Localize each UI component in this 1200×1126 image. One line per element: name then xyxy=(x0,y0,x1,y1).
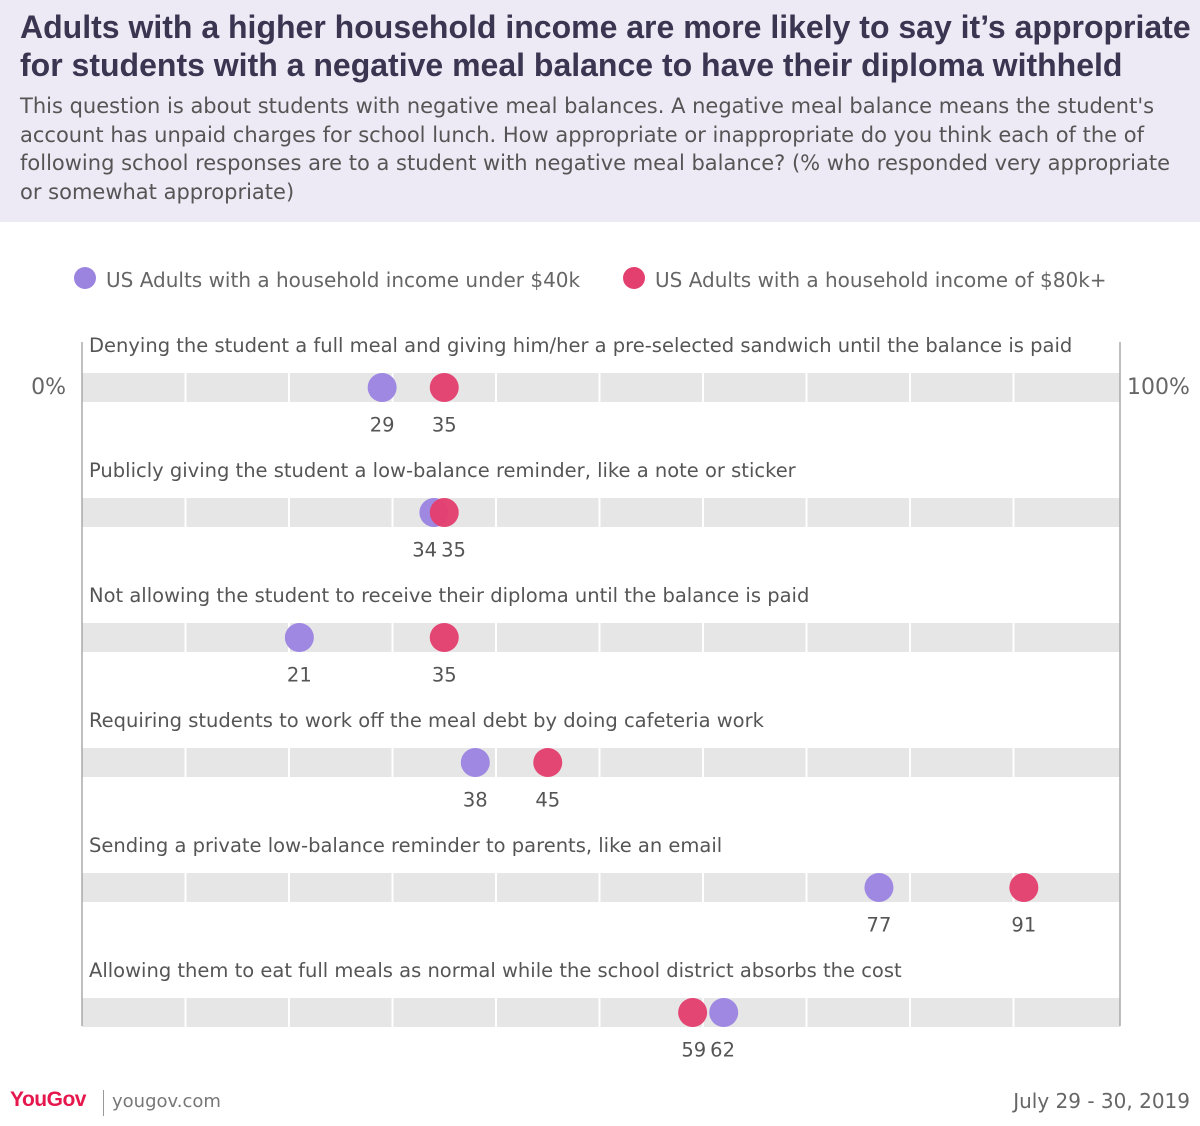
value-label-row-3-series-2: 35 xyxy=(432,664,457,687)
chart-title: Adults with a higher household income ar… xyxy=(20,9,1191,83)
dot-row-2-series-2 xyxy=(429,498,459,527)
value-label-row-3-series-1: 21 xyxy=(287,664,312,687)
footer-divider xyxy=(103,1090,104,1116)
row-band-1 xyxy=(82,373,1120,402)
dot-row-3-series-1 xyxy=(284,623,314,652)
value-label-row-4-series-2: 45 xyxy=(535,789,560,812)
value-label-row-2-series-1: 34 xyxy=(412,539,437,562)
value-label-row-6-series-2: 59 xyxy=(681,1039,706,1062)
dot-row-4-series-2 xyxy=(533,748,563,777)
dot-row-4-series-1 xyxy=(460,748,490,777)
legend-label-1: US Adults with a household income under … xyxy=(106,268,581,292)
dot-row-1-series-2 xyxy=(429,373,459,402)
value-label-row-1-series-1: 29 xyxy=(370,414,395,437)
dot-row-6-series-1 xyxy=(709,998,739,1027)
value-label-row-2-series-2: 35 xyxy=(441,539,466,562)
row-band-3 xyxy=(82,623,1120,652)
category-label-2: Publicly giving the student a low-balanc… xyxy=(89,459,797,482)
row-band-5 xyxy=(82,873,1120,902)
axis-max-label: 100% xyxy=(1127,375,1190,400)
value-label-row-6-series-1: 62 xyxy=(710,1039,735,1062)
dot-row-5-series-1 xyxy=(864,873,894,902)
row-band-2 xyxy=(82,498,1120,527)
category-label-3: Not allowing the student to receive thei… xyxy=(89,584,809,607)
row-band-6 xyxy=(82,998,1120,1027)
value-label-row-5-series-2: 91 xyxy=(1011,914,1036,937)
header-panel: Adults with a higher household income ar… xyxy=(0,0,1200,222)
legend-marker-1 xyxy=(74,267,96,289)
value-label-row-1-series-2: 35 xyxy=(432,414,457,437)
dot-row-6-series-2 xyxy=(678,998,708,1027)
dot-plot-chart: US Adults with a household income under … xyxy=(31,267,1190,1062)
category-label-6: Allowing them to eat full meals as norma… xyxy=(89,959,902,982)
dot-row-3-series-2 xyxy=(429,623,459,652)
dot-row-1-series-1 xyxy=(367,373,397,402)
legend-marker-2 xyxy=(623,267,645,289)
category-label-5: Sending a private low-balance reminder t… xyxy=(89,834,722,857)
legend-label-2: US Adults with a household income of $80… xyxy=(655,268,1107,292)
survey-date: July 29 - 30, 2019 xyxy=(1013,1089,1190,1113)
chart-subtitle: This question is about students with neg… xyxy=(20,94,1171,204)
yougov-logo: YouGov xyxy=(10,1088,86,1111)
value-label-row-5-series-1: 77 xyxy=(867,914,892,937)
dot-row-5-series-2 xyxy=(1009,873,1039,902)
footer-site-link[interactable]: yougov.com xyxy=(112,1091,221,1112)
category-label-4: Requiring students to work off the meal … xyxy=(89,709,765,732)
value-label-row-4-series-1: 38 xyxy=(463,789,488,812)
row-band-4 xyxy=(82,748,1120,777)
axis-min-label: 0% xyxy=(31,375,66,400)
category-label-1: Denying the student a full meal and givi… xyxy=(89,334,1072,357)
